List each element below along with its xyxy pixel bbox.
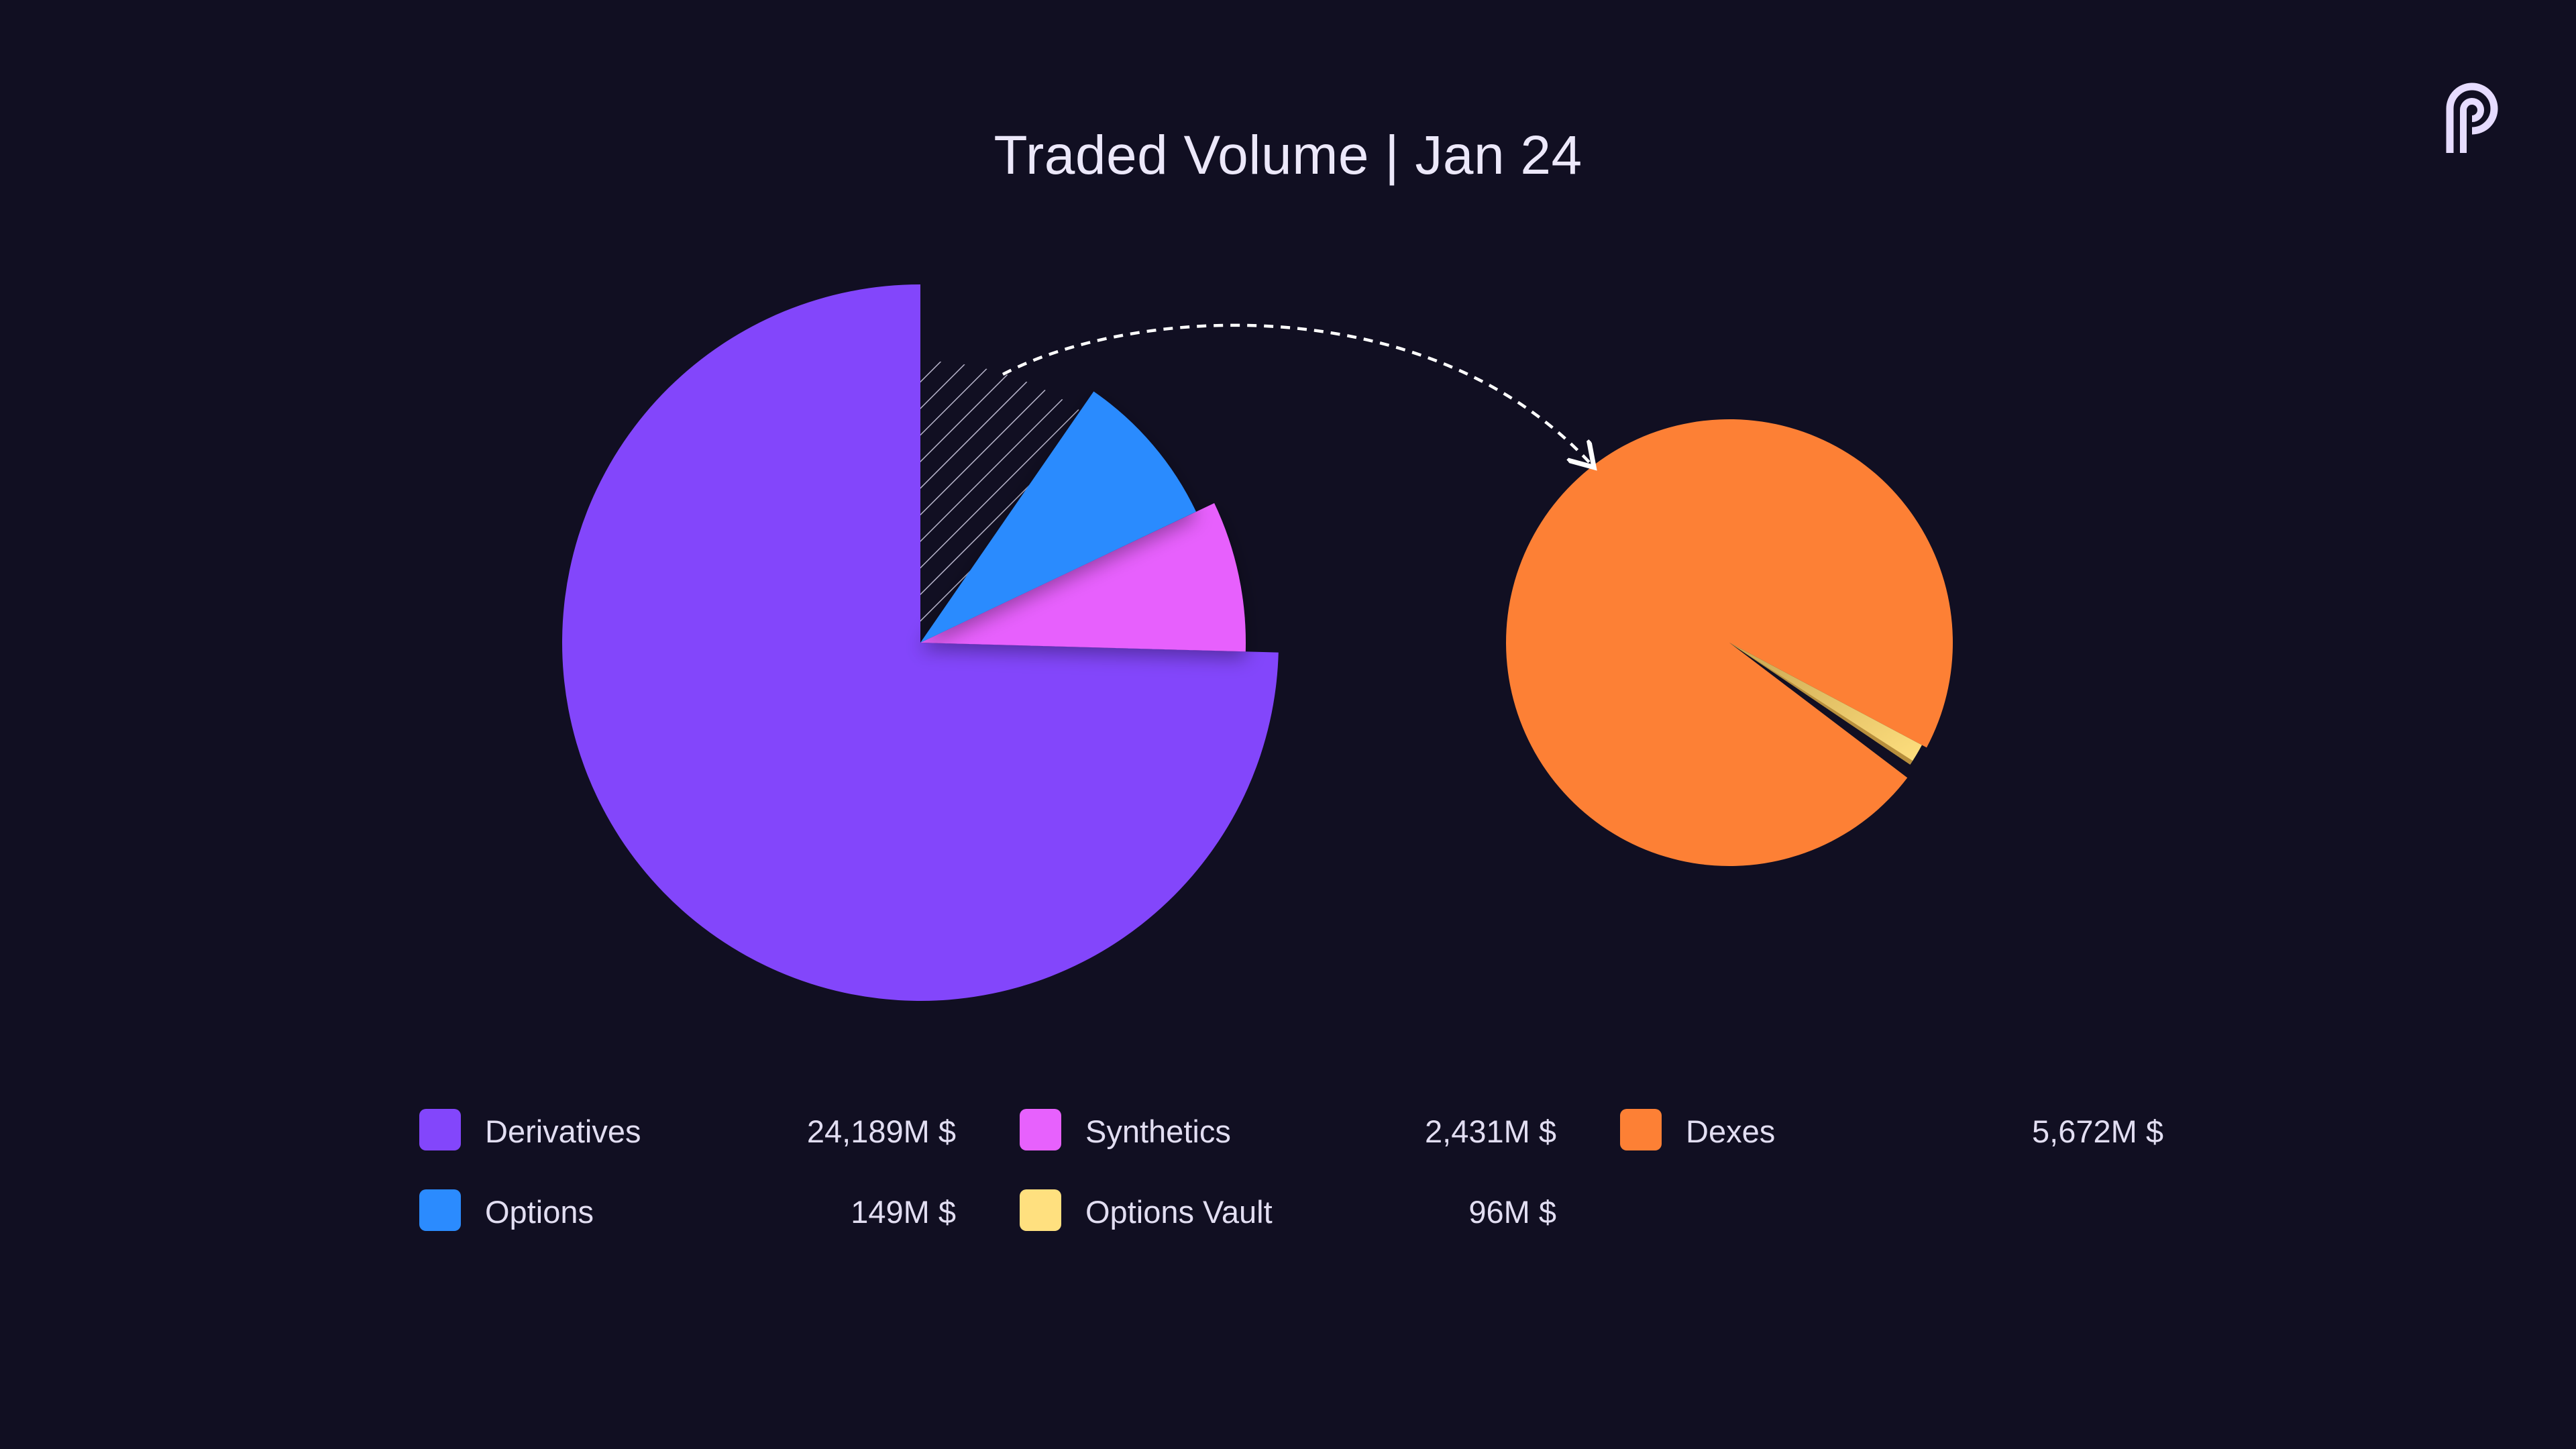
legend-value: 96M $ [1468, 1194, 1556, 1230]
legend-value: 149M $ [851, 1194, 956, 1230]
legend-item-derivatives: Derivatives 24,189M $ [419, 1109, 956, 1152]
pie-slice-dexes [1506, 419, 1953, 866]
breakout-arrow [1002, 323, 1590, 463]
legend-item-dexes: Dexes 5,672M $ [1620, 1109, 2163, 1152]
pie-slice-options [920, 391, 1196, 643]
legend-label: Synthetics [1085, 1114, 1231, 1149]
pie-slice-synthetics [920, 502, 1246, 652]
legend-value: 24,189M $ [806, 1114, 956, 1149]
legend-label: Derivatives [485, 1114, 641, 1149]
legend-value: 2,431M $ [1425, 1114, 1556, 1149]
legend-item-synthetics: Synthetics 2,431M $ [1020, 1109, 1556, 1152]
legend-label: Dexes [1686, 1114, 1776, 1149]
legend-value: 5,672M $ [2032, 1114, 2163, 1149]
legend-label: Options [485, 1194, 594, 1230]
main-pie [562, 284, 1279, 1001]
legend-item-options: Options 149M $ [419, 1189, 956, 1232]
brand-logo-icon [2446, 83, 2498, 153]
pie-slice-dexes-breakout [920, 361, 1081, 643]
breakout-pie [1506, 419, 1953, 866]
legend-swatch-options-vault [1020, 1189, 1061, 1231]
chart-title: Traded Volume | Jan 24 [994, 125, 1582, 186]
legend-label: Options Vault [1085, 1194, 1273, 1230]
legend-item-options-vault: Options Vault 96M $ [1020, 1189, 1556, 1232]
legend-swatch-dexes [1620, 1109, 1662, 1150]
legend-swatch-synthetics [1020, 1109, 1061, 1150]
legend-swatch-options [419, 1189, 461, 1231]
pie-slice-derivatives [562, 284, 1279, 1001]
pie-slice-options-vault-edge [1729, 643, 1913, 765]
legend-swatch-derivatives [419, 1109, 461, 1150]
pie-slice-options-vault [1729, 643, 1922, 765]
